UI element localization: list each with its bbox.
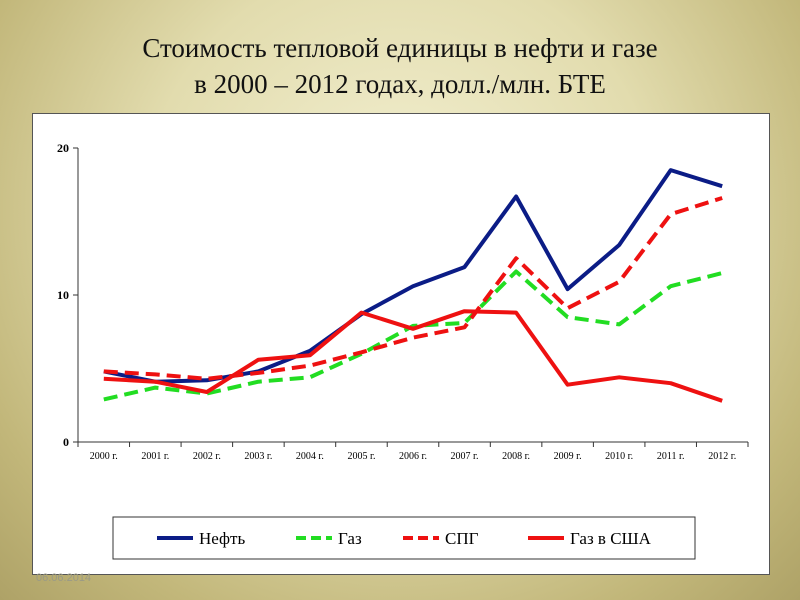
x-tick-label-11: 2011 г. [657, 451, 685, 462]
legend-label-3: Газ в США [570, 529, 652, 548]
x-tick-label-12: 2012 г. [708, 451, 736, 462]
legend [112, 516, 696, 560]
x-tick-label-5: 2005 г. [347, 451, 375, 462]
series-line-1 [103, 269, 723, 402]
x-tick-label-0: 2000 г. [90, 451, 118, 462]
x-tick-label-10: 2010 г. [605, 451, 633, 462]
footer-date: 06.06.2014 [36, 572, 92, 584]
y-tick-label-1: 10 [57, 288, 69, 302]
legend-label-1: Газ [338, 529, 362, 548]
slide-title-line2: в 2000 – 2012 годах, долл./млн. БТЕ [194, 69, 606, 99]
x-tick-label-7: 2007 г. [451, 451, 479, 462]
x-tick-label-3: 2003 г. [244, 451, 272, 462]
x-tick-label-2: 2002 г. [193, 451, 221, 462]
legend-label-0: Нефть [199, 529, 245, 548]
series-line-3 [103, 309, 723, 403]
slide-title-line1: Стоимость тепловой единицы в нефти и газ… [142, 33, 658, 63]
series-line-0 [103, 168, 723, 384]
chart-panel: 0 10 20 2000 г. 2001 г. 2002 г. 2003 г. 2004 г.… [32, 113, 770, 575]
x-tick-label-9: 2009 г. [554, 451, 582, 462]
line-chart: 0 10 20 2000 г. 2001 г. 2002 г. 2003 г. 2004 г.… [57, 141, 749, 560]
x-tick-label-4: 2004 г. [296, 451, 324, 462]
y-tick-label-2: 20 [57, 141, 69, 155]
y-tick-label-0: 0 [63, 435, 69, 449]
legend-label-2: СПГ [445, 529, 479, 548]
x-tick-label-8: 2008 г. [502, 451, 530, 462]
x-tick-label-1: 2001 г. [141, 451, 169, 462]
x-tick-label-6: 2006 г. [399, 451, 427, 462]
slide-title: Стоимость тепловой единицы в нефти и газ… [0, 30, 800, 102]
